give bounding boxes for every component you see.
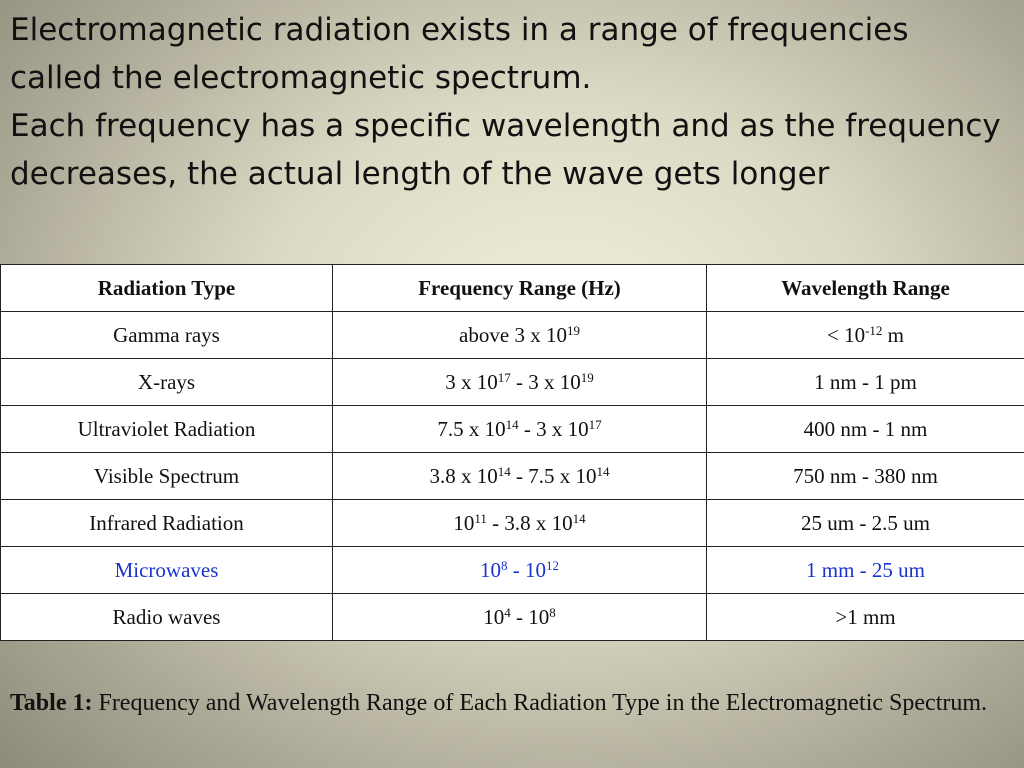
cell-radiation-type: X-rays [0,358,333,406]
cell-wavelength-range: 25 um - 2.5 um [706,499,1024,547]
table-row: Gamma rays above 3 x 1019 < 10-12 m [0,311,1024,359]
value-text: - 10 [507,557,546,582]
value-text: 10 [480,557,501,582]
caption-text: Frequency and Wavelength Range of Each R… [92,690,988,716]
exponent: 14 [505,416,519,432]
cell-radiation-type: Visible Spectrum [0,452,333,500]
table-row: X-rays 3 x 1017 - 3 x 1019 1 nm - 1 pm [0,358,1024,406]
value-text: m [882,322,905,347]
cell-radiation-type: Gamma rays [0,311,333,359]
exponent: 17 [588,416,602,432]
exponent: 14 [572,510,586,526]
cell-radiation-type: Infrared Radiation [0,499,333,547]
value-text: - 7.5 x 10 [510,463,597,488]
cell-frequency-range: 1011 - 3.8 x 1014 [332,499,707,547]
value-text: above 3 x 10 [459,322,567,347]
table-row: Ultraviolet Radiation 7.5 x 1014 - 3 x 10… [0,405,1024,453]
spectrum-table: Radiation Type Frequency Range (Hz) Wave… [0,264,1024,641]
value-text: 7.5 x 10 [437,416,506,441]
cell-radiation-type: Microwaves [0,546,333,594]
cell-frequency-range: 3.8 x 1014 - 7.5 x 1014 [332,452,707,500]
exponent: 17 [497,369,511,385]
exponent: 19 [566,322,580,338]
slide-body-text: Electromagnetic radiation exists in a ra… [10,6,1010,198]
intro-paragraph-1: Electromagnetic radiation exists in a ra… [10,12,909,96]
cell-frequency-range: 108 - 1012 [332,546,707,594]
value-text: 750 nm - 380 nm [793,463,938,488]
caption-label: Table 1: [10,690,93,716]
exponent: -12 [865,322,883,338]
value-text: - 10 [510,604,550,629]
value-text: < 10 [826,322,866,347]
intro-paragraph-2: Each frequency has a specific wavelength… [10,108,1001,192]
value-text: 400 nm - 1 nm [803,416,928,441]
cell-wavelength-range: >1 mm [706,593,1024,641]
value-text: 10 [453,510,475,535]
value-text: 10 [483,604,505,629]
cell-wavelength-range: 400 nm - 1 nm [706,405,1024,453]
table-body: Gamma rays above 3 x 1019 < 10-12 m X-rays 3… [0,311,1024,641]
exponent: 14 [596,463,610,479]
cell-wavelength-range: 1 mm - 25 um [706,546,1024,594]
spectrum-table-container: Radiation Type Frequency Range (Hz) Wave… [0,264,1024,641]
header-radiation-type: Radiation Type [0,264,333,312]
value-text: - 3.8 x 10 [486,510,573,535]
value-text: 1 mm - 25 um [806,557,925,582]
exponent: 11 [474,510,487,526]
exponent: 8 [549,604,556,620]
value-text: 3 x 10 [445,369,498,394]
cell-wavelength-range: 750 nm - 380 nm [706,452,1024,500]
value-text: >1 mm [835,604,896,629]
table-header-row: Radiation Type Frequency Range (Hz) Wave… [0,264,1024,312]
exponent: 4 [504,604,511,620]
table-row: Radio waves 104 - 108 >1 mm [0,593,1024,641]
cell-frequency-range: 3 x 1017 - 3 x 1019 [332,358,707,406]
table-row: Infrared Radiation 1011 - 3.8 x 1014 25 um… [0,499,1024,547]
value-text: - 3 x 10 [510,369,581,394]
exponent: 19 [580,369,594,385]
table-row: Microwaves 108 - 1012 1 mm - 25 um [0,546,1024,594]
value-text: 3.8 x 10 [429,463,498,488]
cell-radiation-type: Radio waves [0,593,333,641]
exponent: 8 [501,557,508,573]
cell-frequency-range: 104 - 108 [332,593,707,641]
exponent: 12 [546,557,559,573]
cell-frequency-range: above 3 x 1019 [332,311,707,359]
value-text: 1 nm - 1 pm [814,369,917,394]
header-frequency-range: Frequency Range (Hz) [332,264,707,312]
cell-wavelength-range: 1 nm - 1 pm [706,358,1024,406]
table-row: Visible Spectrum 3.8 x 1014 - 7.5 x 1014 7… [0,452,1024,500]
table-caption: Table 1: Frequency and Wavelength Range … [10,686,1010,720]
cell-wavelength-range: < 10-12 m [706,311,1024,359]
exponent: 14 [497,463,511,479]
value-text: 25 um - 2.5 um [801,510,930,535]
value-text: - 3 x 10 [518,416,589,441]
header-wavelength-range: Wavelength Range [706,264,1024,312]
cell-frequency-range: 7.5 x 1014 - 3 x 1017 [332,405,707,453]
cell-radiation-type: Ultraviolet Radiation [0,405,333,453]
